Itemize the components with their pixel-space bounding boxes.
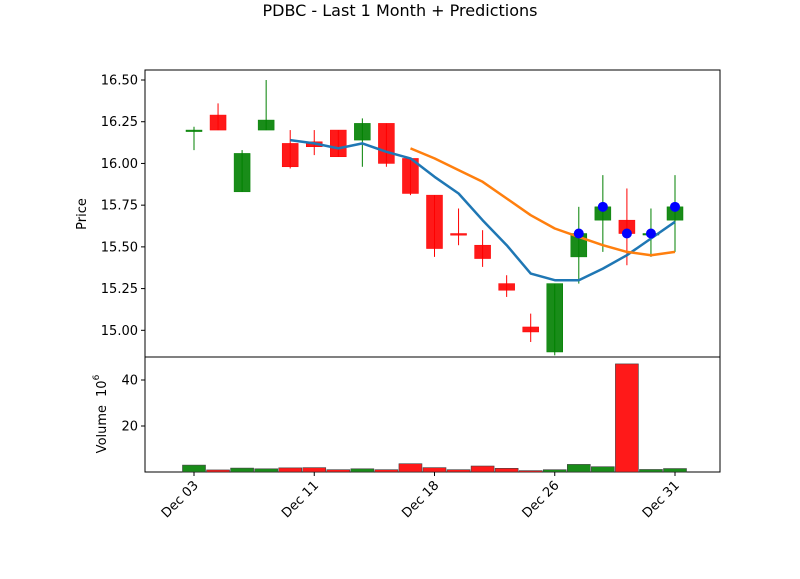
candle-body <box>426 194 443 249</box>
candle-body <box>354 123 371 141</box>
volume-bar <box>230 467 254 473</box>
volume-bar <box>470 465 495 473</box>
volume-axis-label-group: Volume106 <box>92 374 110 453</box>
volume-bar <box>350 468 375 473</box>
price-y-tick-label: 16.25 <box>101 115 138 130</box>
price-y-axis: 15.00 15.25 15.50 15.75 16.00 16.25 16.50 <box>101 74 145 339</box>
price-y-tick-label: 15.25 <box>101 282 138 297</box>
prediction-markers <box>573 201 680 239</box>
candle-body <box>450 233 467 236</box>
candle-body <box>257 119 275 131</box>
volume-y-tick-label: 40 <box>121 374 138 389</box>
volume-bar <box>542 469 567 473</box>
price-y-tick-label: 16.50 <box>101 74 138 89</box>
short-moving-average-line <box>290 138 676 282</box>
candle-body <box>498 283 515 291</box>
prediction-point <box>621 228 632 239</box>
moving-averages <box>290 138 676 282</box>
chart-title: PDBC - Last 1 Month + Predictions <box>262 1 537 20</box>
x-tick-label: Dec 11 <box>279 478 322 521</box>
candle-body <box>209 114 227 131</box>
price-panel: 15.00 15.25 15.50 15.75 16.00 16.25 16.50 Pric… <box>75 69 721 358</box>
volume-bar <box>446 469 471 473</box>
candle-body <box>233 153 251 193</box>
prediction-point <box>597 201 608 212</box>
volume-bar <box>615 363 639 473</box>
volume-bar <box>302 467 327 473</box>
x-tick-label: Dec 26 <box>520 478 563 521</box>
x-tick-label: Dec 03 <box>159 478 202 521</box>
volume-bar <box>206 469 230 473</box>
prediction-point <box>670 201 680 212</box>
prediction-point <box>573 228 584 239</box>
candle-body <box>378 123 395 164</box>
long-moving-average-line <box>410 147 676 257</box>
prediction-point <box>645 228 656 239</box>
candle-body <box>185 129 203 132</box>
candle-body <box>330 129 347 158</box>
volume-bar <box>663 468 687 473</box>
volume-bar <box>639 469 663 473</box>
price-y-tick-label: 15.50 <box>101 240 138 255</box>
price-y-tick-label: 15.75 <box>101 199 138 214</box>
volume-bar <box>422 467 447 473</box>
volume-bar <box>494 468 519 473</box>
volume-bar <box>566 464 591 473</box>
volume-bar <box>518 470 543 473</box>
x-tick-label: Dec 31 <box>640 478 683 521</box>
price-y-tick-label: 16.00 <box>101 157 138 172</box>
volume-y-tick-label: 20 <box>121 420 138 435</box>
volume-bar <box>182 464 206 473</box>
price-y-tick-label: 15.00 <box>101 324 138 339</box>
volume-bars <box>182 363 687 473</box>
candles <box>185 80 684 356</box>
x-axis: Dec 03 Dec 11 Dec 18 Dec 26 Dec 31 <box>159 472 683 521</box>
volume-bar <box>591 466 615 473</box>
volume-axis-label: Volume106 <box>92 374 110 453</box>
candle-body <box>522 326 539 333</box>
volume-bar <box>278 467 303 473</box>
volume-bar <box>374 469 399 473</box>
candle-body <box>474 244 491 259</box>
volume-bar <box>326 469 351 473</box>
candle-body <box>546 283 563 353</box>
volume-bar <box>254 468 278 473</box>
volume-bar <box>398 463 423 473</box>
x-tick-label: Dec 18 <box>399 478 442 521</box>
candle-body <box>281 143 299 168</box>
price-axis-label: Price <box>75 198 90 230</box>
